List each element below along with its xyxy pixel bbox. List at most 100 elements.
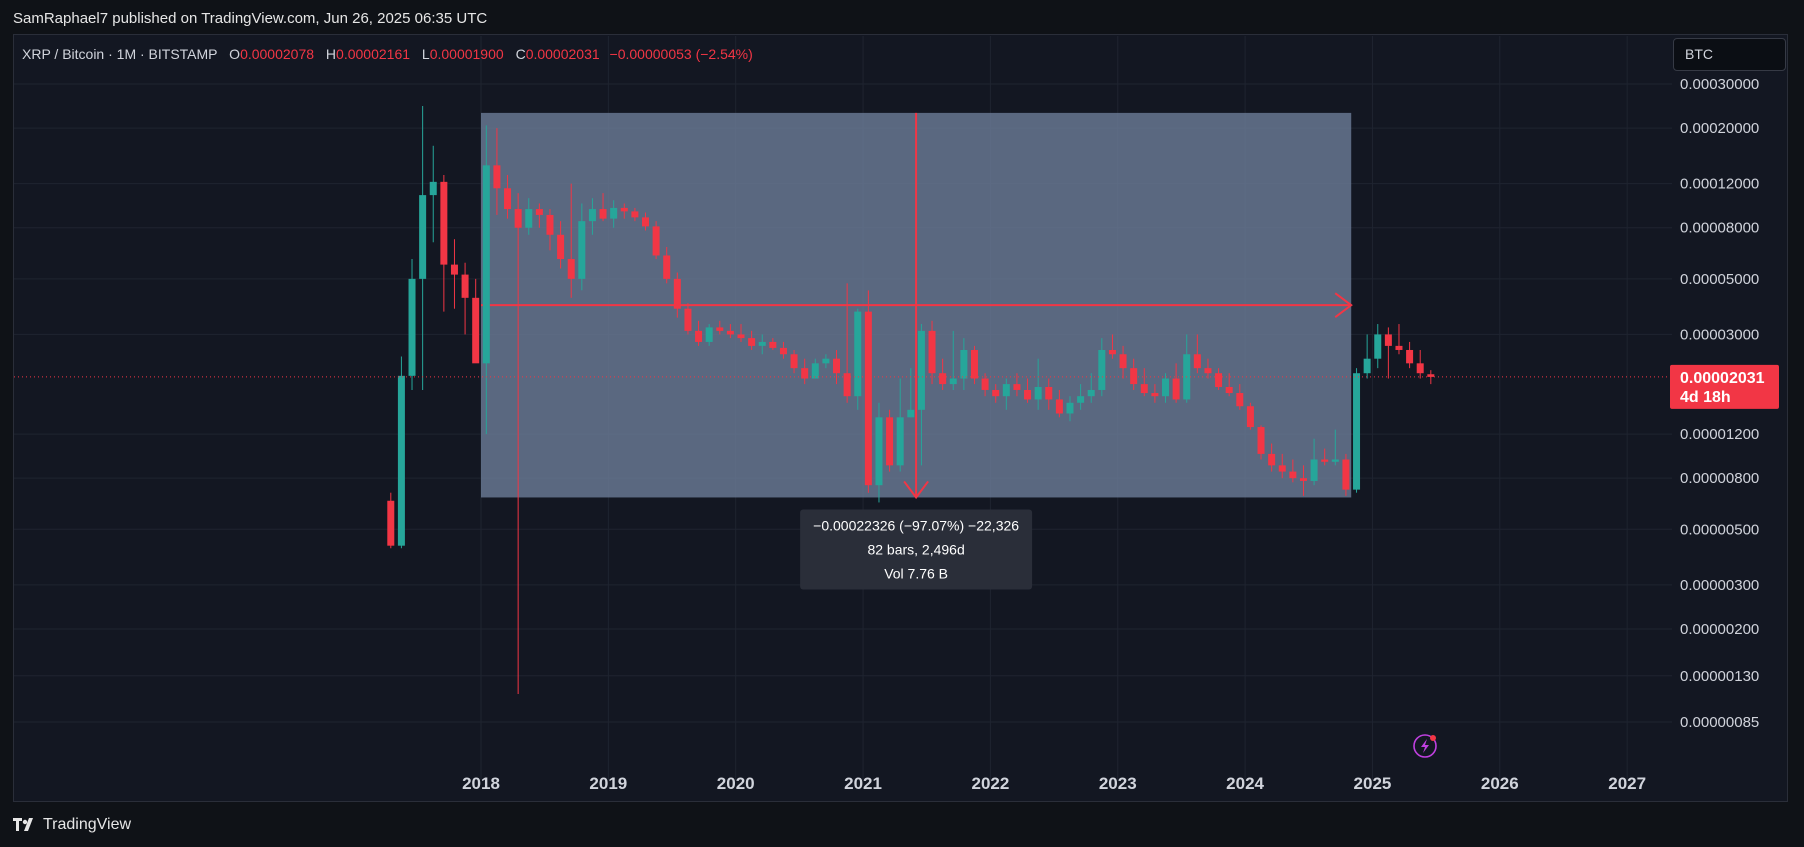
y-tick-label: 0.00000085 <box>1680 714 1759 731</box>
y-tick-label: 0.00000130 <box>1680 668 1759 685</box>
candle-body <box>440 181 448 265</box>
x-tick-label: 2022 <box>971 774 1009 793</box>
x-tick-label: 2023 <box>1099 774 1137 793</box>
notification-dot <box>1430 735 1436 741</box>
candle-body <box>610 207 618 219</box>
candle-body <box>695 330 703 342</box>
candle-body <box>652 226 660 256</box>
measure-tool <box>481 112 1353 500</box>
candle-body <box>1363 358 1371 374</box>
candle-body <box>1215 373 1223 387</box>
candle-body <box>461 274 469 298</box>
candle-body <box>1066 402 1074 414</box>
lightning-icon[interactable] <box>1413 734 1437 758</box>
x-tick-label: 2027 <box>1608 774 1646 793</box>
candle-body <box>1108 349 1116 355</box>
candle-body <box>1374 334 1382 359</box>
candle-body <box>419 195 427 279</box>
x-tick-label: 2018 <box>462 774 500 793</box>
candle-body <box>429 181 437 196</box>
candle-body <box>1172 378 1180 400</box>
candle-body <box>716 327 724 331</box>
candle-body <box>1257 427 1265 454</box>
candle-body <box>663 255 671 279</box>
x-tick-label: 2021 <box>844 774 882 793</box>
candle-body <box>1353 373 1361 490</box>
candle-body <box>1013 384 1021 390</box>
candle-body <box>833 358 841 374</box>
candles <box>387 106 1435 694</box>
candle-body <box>779 347 787 355</box>
candle-body <box>992 389 1000 397</box>
candle-body <box>864 311 872 486</box>
candle-body <box>620 207 628 212</box>
candle-body <box>641 217 649 227</box>
candle-body <box>1406 349 1414 364</box>
y-tick-label: 0.00020000 <box>1680 120 1759 137</box>
candle-body <box>387 500 395 546</box>
candle-body <box>875 417 883 486</box>
y-tick-label: 0.00008000 <box>1680 220 1759 237</box>
tradingview-logo-icon <box>13 817 33 831</box>
measure-arrowhead-down <box>903 480 929 500</box>
candle-body <box>1098 349 1106 390</box>
candle-body <box>482 165 490 364</box>
candle-body <box>960 349 968 379</box>
y-tick-label: 0.00005000 <box>1680 271 1759 288</box>
candle-body <box>726 330 734 335</box>
candle-body <box>886 417 894 466</box>
candle-body <box>1204 368 1212 374</box>
candle-body <box>1427 374 1435 377</box>
y-tick-label: 0.00012000 <box>1680 176 1759 193</box>
candle-body <box>631 211 639 218</box>
candle-body <box>907 409 915 418</box>
candle-body <box>557 234 565 260</box>
candle-body <box>673 278 681 309</box>
candle-body <box>504 188 512 210</box>
y-tick-label: 0.00001200 <box>1680 426 1759 443</box>
y-tick-label: 0.00000800 <box>1680 470 1759 487</box>
candle-body <box>1151 393 1159 397</box>
candle-body <box>1310 459 1318 481</box>
candle-body <box>1342 459 1350 490</box>
candle-body <box>896 417 904 466</box>
price-tag[interactable] <box>1670 364 1779 409</box>
candle-body <box>450 264 458 275</box>
measure-info-line: Vol 7.76 B <box>884 565 948 581</box>
publisher-header: SamRaphael7 published on TradingView.com… <box>0 0 1804 34</box>
candle-body <box>1002 384 1010 397</box>
publisher-text: SamRaphael7 published on TradingView.com… <box>13 10 488 27</box>
candle-body <box>599 209 607 219</box>
candle-body <box>822 358 830 364</box>
candle-body <box>684 308 692 331</box>
candle-body <box>737 334 745 339</box>
open-label: O <box>229 46 241 62</box>
candle-body <box>397 375 405 546</box>
candle-body <box>1077 396 1085 403</box>
candle-body <box>811 363 819 379</box>
y-tick-label: 0.00000200 <box>1680 621 1759 638</box>
x-tick-label: 2024 <box>1226 774 1264 793</box>
symbol-legend[interactable]: XRP / Bitcoin · 1M · BITSTAMP O0.0000207… <box>22 46 753 62</box>
candle-body <box>854 311 862 397</box>
candle-body <box>949 378 957 385</box>
candle-body <box>1055 399 1063 414</box>
candle-body <box>1162 378 1170 397</box>
tradingview-logo[interactable]: TradingView <box>13 816 131 834</box>
candle-body <box>493 165 501 189</box>
overlays: 0.00002031 4d 18h −0.00022326 (−97.07%) −2… <box>14 364 1779 758</box>
symbol-title[interactable]: XRP / Bitcoin · 1M · BITSTAMP <box>22 46 218 62</box>
price-tag-price: 0.00002031 <box>1680 370 1765 387</box>
candle-body <box>535 209 543 215</box>
candle-body <box>1289 471 1297 479</box>
candle-body <box>1416 363 1424 374</box>
y-tick-label: 0.00003000 <box>1680 326 1759 343</box>
candle-body <box>1024 389 1032 400</box>
candle-body <box>1268 453 1276 466</box>
candle-body <box>588 209 596 222</box>
candle-body <box>801 368 809 379</box>
candle-body <box>928 330 936 374</box>
currency-button[interactable]: BTC <box>1673 38 1786 71</box>
candle-body <box>748 338 756 346</box>
